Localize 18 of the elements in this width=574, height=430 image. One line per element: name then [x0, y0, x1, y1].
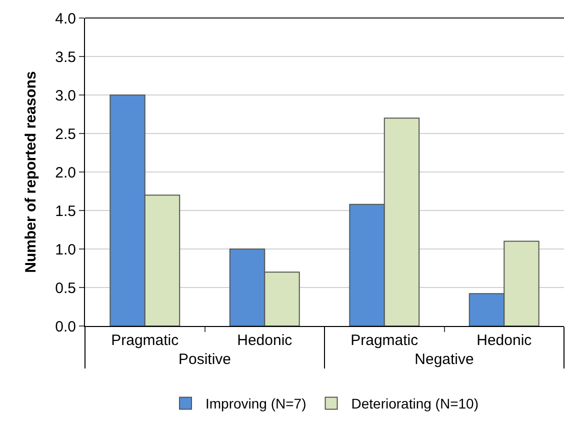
y-tick-label: 2.5: [55, 126, 76, 143]
y-tick-label: 2.0: [55, 164, 76, 182]
y-tick-label: 1.0: [55, 241, 76, 258]
text: Negative: [414, 351, 474, 368]
y-tick-label: 1.5: [55, 202, 76, 220]
y-tick-label: 3.0: [55, 87, 76, 104]
x-tick-label: Pragmatic: [111, 332, 180, 349]
y-axis-title: Number of reported reasons: [22, 71, 40, 273]
legend-label: Improving (N=7): [206, 396, 306, 412]
legend-label: Deteriorating (N=10): [351, 396, 478, 412]
y-tick-label: 0.5: [55, 280, 76, 297]
y-tick-label: 4.0: [55, 10, 76, 28]
x-tick-label: Hedonic: [476, 332, 532, 349]
x-tick-label: Hedonic: [237, 332, 293, 349]
text: Positive: [178, 351, 232, 368]
x-tick-label: Pragmatic: [350, 332, 419, 349]
y-tick-label: 3.5: [55, 48, 76, 66]
y-tick-label: 0.0: [55, 318, 76, 336]
